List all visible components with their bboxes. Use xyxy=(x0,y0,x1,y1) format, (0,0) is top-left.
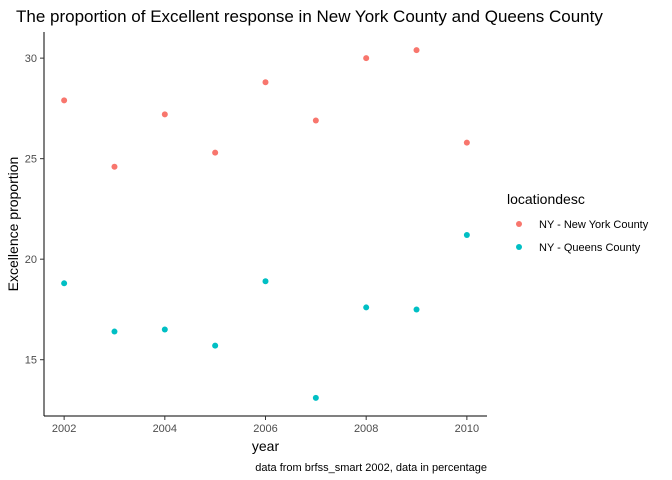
data-point-series-1 xyxy=(111,163,118,170)
legend-title: locationdesc xyxy=(507,191,585,207)
data-point-series-2 xyxy=(161,326,168,333)
y-axis-ticks: 15 20 25 30 xyxy=(25,53,44,367)
x-tick-label: 2004 xyxy=(153,423,177,435)
x-axis-ticks: 2002 2004 2006 2008 2010 xyxy=(52,416,479,435)
data-point-series-1 xyxy=(413,47,420,54)
x-tick-label: 2006 xyxy=(253,423,277,435)
chart-title: The proportion of Excellent response in … xyxy=(16,7,603,26)
x-tick-label: 2002 xyxy=(52,423,76,435)
data-point-series-2 xyxy=(363,304,370,311)
y-tick-label: 30 xyxy=(25,53,37,65)
legend-label-2: NY - Queens County xyxy=(539,242,641,254)
data-point-series-2 xyxy=(212,342,219,349)
data-point-series-1 xyxy=(61,97,68,104)
data-point-series-2 xyxy=(312,394,319,401)
data-point-series-1 xyxy=(463,139,470,146)
y-tick-label: 15 xyxy=(25,355,37,367)
y-axis-label: Excellence proportion xyxy=(5,157,21,292)
plot-panel: 2002 2004 2006 2008 2010 15 20 25 30 xyxy=(25,32,487,435)
x-tick-label: 2008 xyxy=(354,423,378,435)
chart-caption: data from brfss_smart 2002, data in perc… xyxy=(255,462,487,474)
data-point-series-1 xyxy=(262,79,269,86)
data-points xyxy=(61,47,470,401)
data-point-series-1 xyxy=(363,55,370,62)
data-point-series-1 xyxy=(161,111,168,118)
data-point-series-1 xyxy=(312,117,319,124)
data-point-series-2 xyxy=(61,280,68,287)
y-tick-label: 25 xyxy=(25,154,37,166)
data-point-series-2 xyxy=(463,232,470,239)
legend: locationdesc NY - New York County NY - Qu… xyxy=(507,191,649,254)
data-point-series-2 xyxy=(111,328,118,335)
legend-label-1: NY - New York County xyxy=(539,219,649,231)
y-tick-label: 20 xyxy=(25,254,37,266)
legend-key-1 xyxy=(516,221,522,227)
legend-key-2 xyxy=(516,244,522,250)
data-point-series-2 xyxy=(413,306,420,313)
x-axis-label: year xyxy=(252,438,280,454)
data-point-series-2 xyxy=(262,278,269,285)
x-tick-label: 2010 xyxy=(455,423,479,435)
data-point-series-1 xyxy=(212,149,219,156)
